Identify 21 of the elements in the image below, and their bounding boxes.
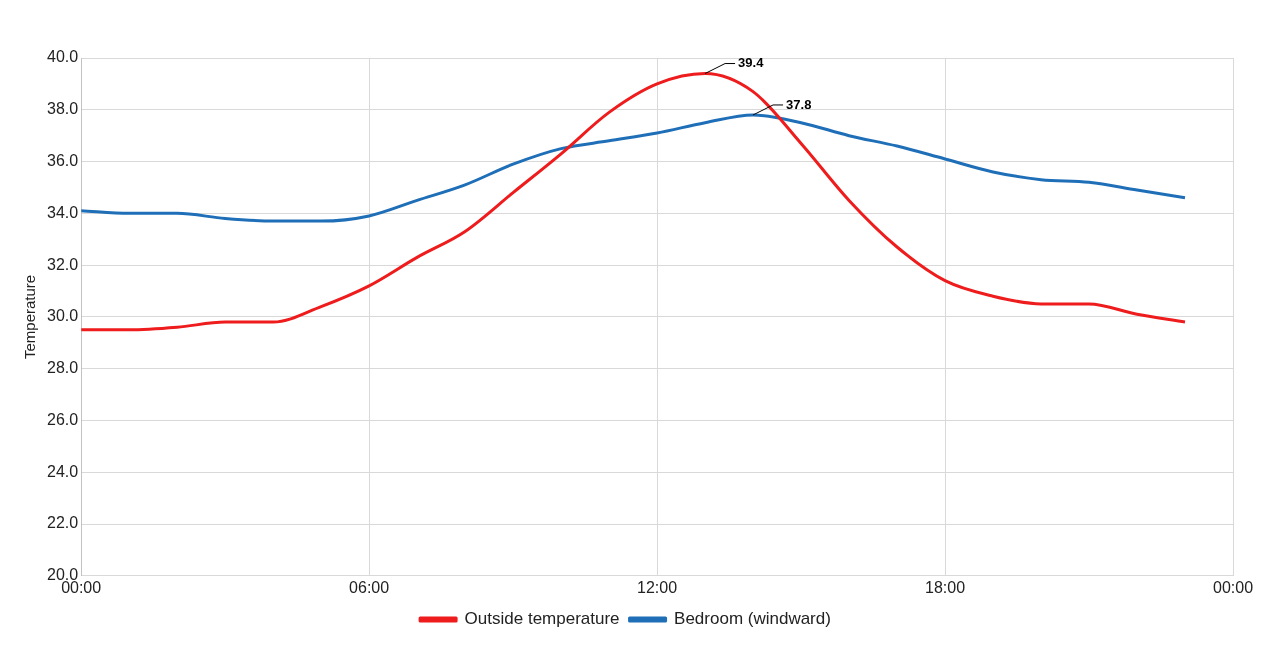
line-series (81, 113, 1187, 223)
y-tick-label: 32.0 (47, 255, 79, 273)
y-tick-label: 28.0 (47, 359, 79, 377)
x-tick-label: 06:00 (349, 578, 390, 596)
y-tick-label: 24.0 (47, 462, 79, 480)
line-series (81, 72, 1187, 332)
y-axis-title: Temperature (21, 274, 39, 360)
legend-label: Bedroom (windward) (674, 609, 831, 629)
y-tick-label: 26.0 (47, 410, 79, 428)
x-tick-label: 18:00 (925, 578, 966, 596)
y-tick-label: 30.0 (47, 307, 79, 325)
y-tick-label: 40.0 (47, 48, 79, 66)
annotation: 37.8 (786, 96, 812, 112)
x-tick-label: 00:00 (1212, 578, 1254, 596)
y-tick-label: 22.0 (47, 514, 79, 532)
annotation: 39.4 (738, 55, 765, 71)
x-tick-label: 12:00 (637, 578, 678, 596)
y-tick-label: 34.0 (47, 203, 79, 221)
legend-label: Outside temperature (464, 609, 620, 629)
y-tick-label: 36.0 (47, 151, 79, 169)
y-tick-label: 38.0 (47, 100, 79, 118)
